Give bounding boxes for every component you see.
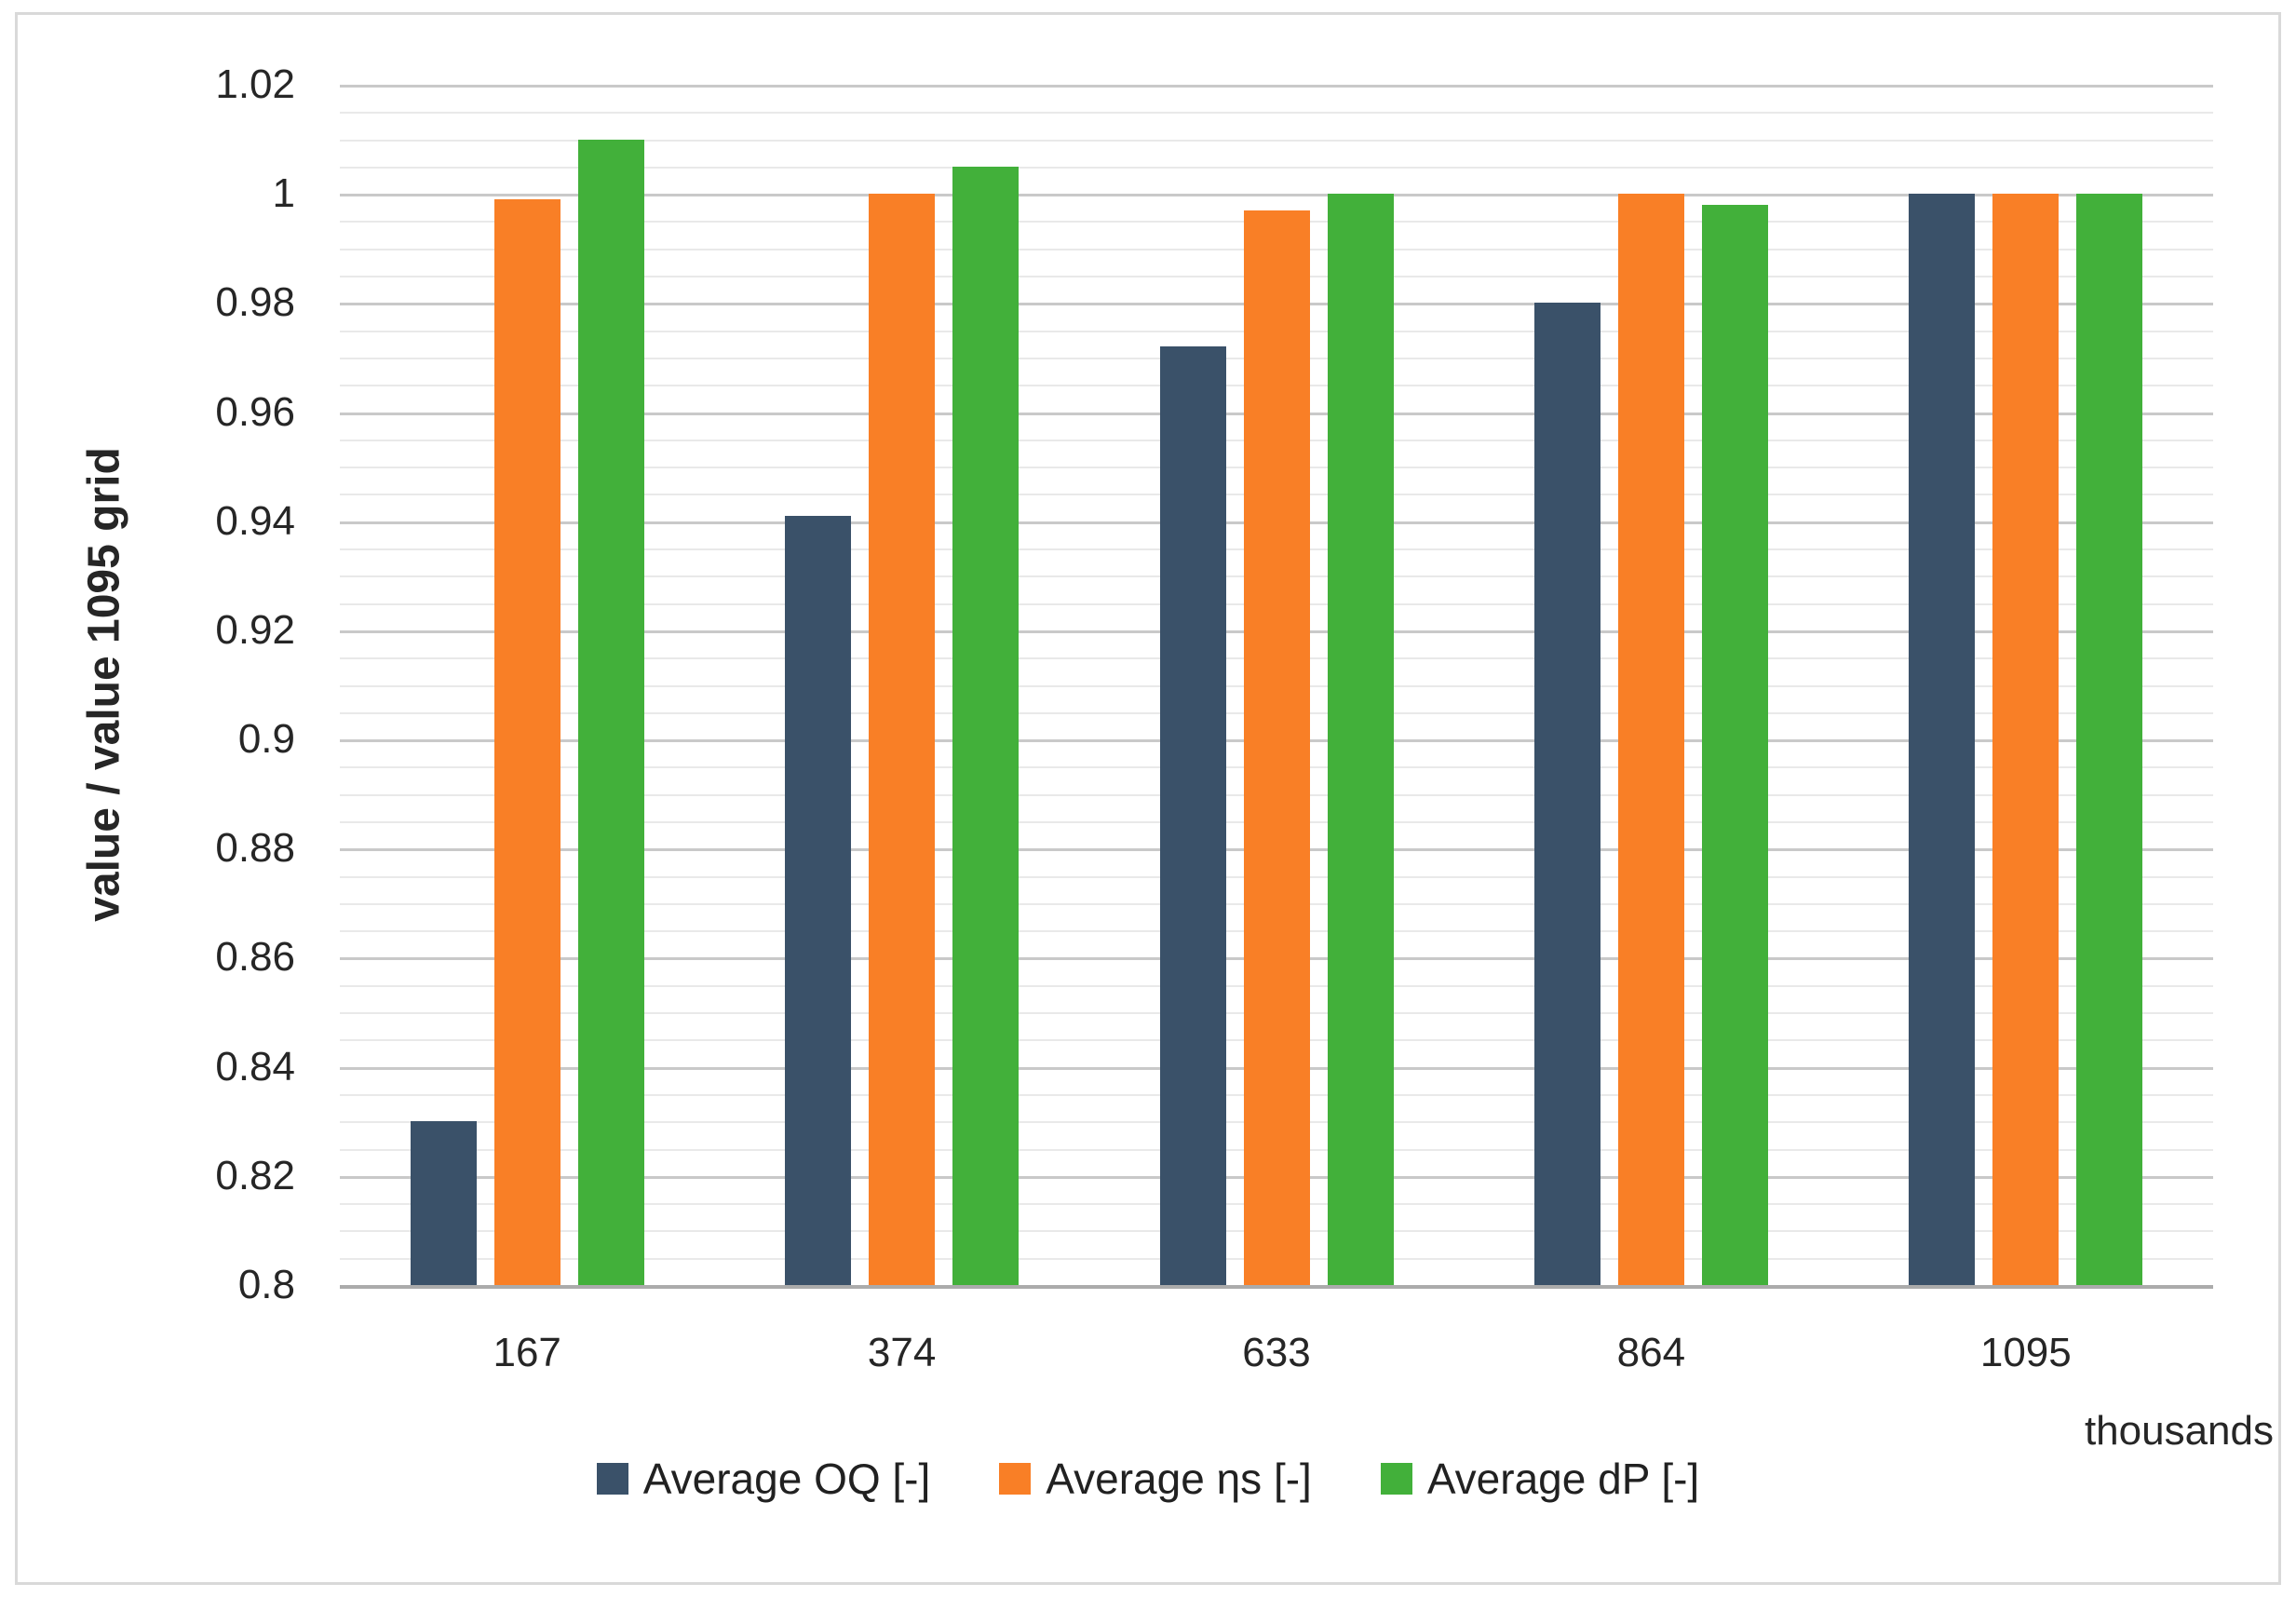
gridline-major <box>340 194 2213 197</box>
legend-swatch <box>596 1463 628 1495</box>
bar <box>2076 194 2143 1285</box>
legend-label: Average OQ [-] <box>642 1455 931 1503</box>
bar <box>785 515 852 1285</box>
bar <box>1533 303 1600 1285</box>
bar <box>493 199 560 1285</box>
x-axis-tick-label: 167 <box>493 1330 561 1375</box>
legend-label: Average ηs [-] <box>1046 1455 1312 1503</box>
gridline-major <box>340 85 2213 88</box>
y-axis-tick-label: 0.98 <box>215 279 295 326</box>
legend-swatch <box>999 1463 1032 1495</box>
y-axis-tick-label: 0.82 <box>215 1152 295 1198</box>
bar <box>869 194 936 1285</box>
y-axis-tick-label: 0.96 <box>215 388 295 435</box>
legend-swatch <box>1380 1463 1412 1495</box>
bar <box>952 166 1020 1285</box>
y-axis-tick-label: 1.02 <box>215 61 295 107</box>
x-axis-tick-label: 633 <box>1242 1330 1311 1375</box>
legend-label: Average dP [-] <box>1426 1455 1700 1503</box>
x-axis-line <box>340 1285 2213 1289</box>
bar <box>1909 194 1976 1285</box>
x-axis-tick-label: 1095 <box>1979 1330 2072 1375</box>
y-axis-tick-label: 0.8 <box>237 1262 295 1307</box>
bar <box>577 139 644 1285</box>
y-axis-tick-label: 0.84 <box>215 1043 295 1089</box>
gridline-minor <box>340 166 2213 169</box>
y-axis-tick-label: 0.92 <box>215 606 295 653</box>
x-axis-unit-label: thousands <box>2084 1408 2274 1454</box>
bar <box>1701 204 1768 1285</box>
bar <box>1327 194 1394 1285</box>
bar <box>1243 210 1310 1285</box>
y-axis-tick-label: 0.94 <box>215 497 295 544</box>
y-axis-tick-label: 0.86 <box>215 934 295 981</box>
legend-item: Average dP [-] <box>1380 1451 1700 1507</box>
x-axis-tick-label: 374 <box>867 1330 937 1375</box>
y-axis-tick-label: 0.88 <box>215 825 295 872</box>
bar <box>1617 194 1684 1285</box>
bar <box>1992 194 2060 1285</box>
bar <box>1159 346 1226 1285</box>
y-axis-tick-label: 1 <box>272 170 295 217</box>
plot-area <box>340 85 2213 1289</box>
gridline-minor <box>340 112 2213 115</box>
y-axis-tick-label: 0.9 <box>237 716 295 763</box>
chart-frame-border <box>15 12 2281 1585</box>
bar <box>410 1121 477 1285</box>
gridline-minor <box>340 139 2213 142</box>
chart-legend: Average OQ [-] Average ηs [-] Average dP [… <box>0 1451 2296 1507</box>
x-axis-tick-label: 864 <box>1616 1330 1686 1375</box>
legend-item: Average OQ [-] <box>596 1451 931 1507</box>
legend-item: Average ηs [-] <box>999 1451 1312 1507</box>
